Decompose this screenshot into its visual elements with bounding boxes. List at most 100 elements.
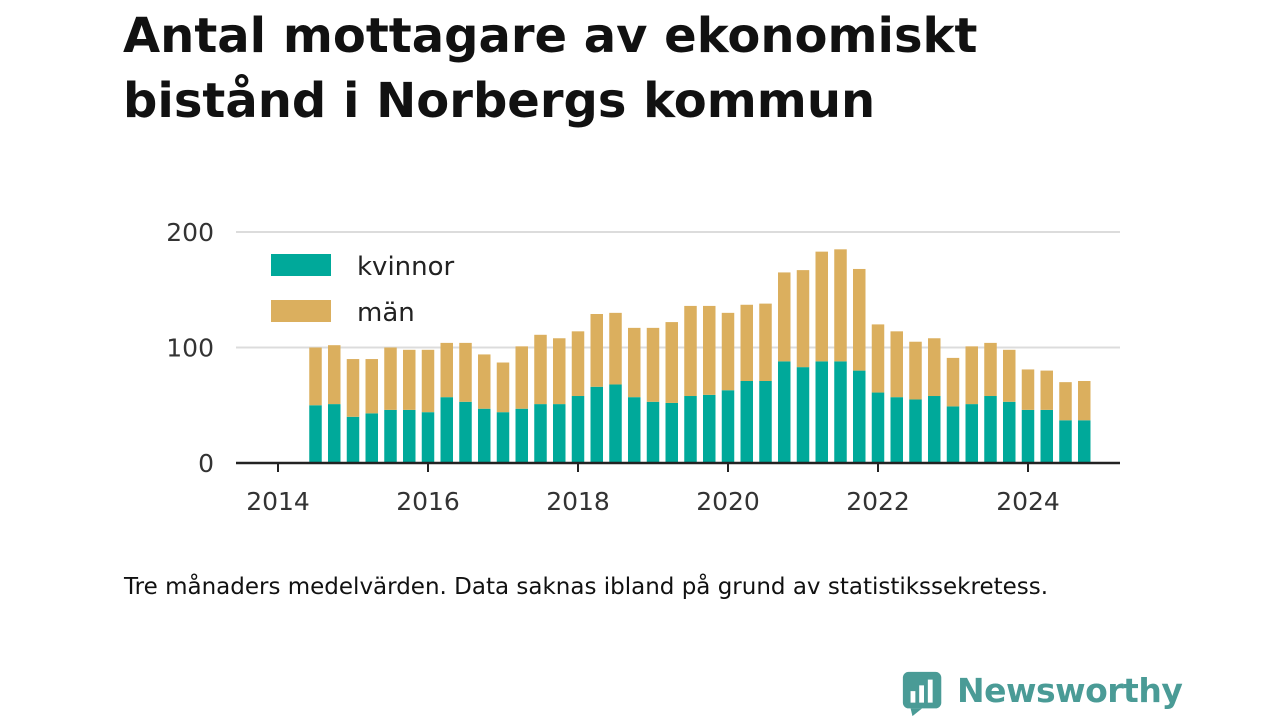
bar-kvinnor — [1059, 420, 1072, 463]
x-axis: 2014 2016 2018 2020 2022 2024 — [236, 461, 1120, 516]
bar-kvinnor — [665, 402, 678, 463]
bar-män — [1040, 370, 1053, 410]
y-axis: 0 100 200 — [166, 218, 214, 478]
bar-kvinnor — [796, 367, 810, 463]
bar-kvinnor — [590, 386, 603, 463]
bar-kvinnor — [496, 412, 510, 463]
legend-label-män: män — [357, 298, 415, 328]
bar-kvinnor — [553, 404, 566, 463]
y-tick-label: 200 — [166, 218, 214, 247]
bar-kvinnor — [834, 361, 847, 463]
bar-män — [834, 249, 847, 362]
bar-kvinnor — [740, 380, 753, 463]
bar-män — [703, 305, 716, 395]
bar-kvinnor — [853, 370, 866, 463]
bar-män — [628, 327, 641, 398]
bars — [309, 249, 1091, 463]
bar-män — [796, 270, 810, 368]
bar-kvinnor — [309, 405, 322, 463]
bar-män — [534, 334, 547, 405]
x-tick-label: 2016 — [396, 487, 460, 516]
bar-kvinnor — [534, 404, 547, 463]
bar-kvinnor — [1003, 401, 1016, 463]
legend-swatch-män — [271, 300, 331, 322]
bar-kvinnor — [365, 413, 378, 463]
bar-män — [553, 338, 566, 405]
bar-män — [571, 331, 585, 397]
bar-män — [421, 349, 435, 413]
bar-kvinnor — [646, 401, 660, 463]
bar-män — [759, 303, 772, 381]
bar-män — [496, 362, 510, 413]
bar-kvinnor — [328, 404, 341, 463]
chart-title: Antal mottagare av ekonomiskt bistånd i … — [123, 8, 978, 129]
bar-kvinnor — [946, 406, 960, 463]
bar-män — [909, 341, 922, 400]
bar-män — [1078, 380, 1091, 421]
bar-kvinnor — [346, 416, 360, 463]
bar-män — [965, 346, 978, 405]
bar-män — [853, 268, 866, 371]
bar-kvinnor — [421, 412, 435, 463]
x-tick-label: 2014 — [246, 487, 310, 516]
bar-kvinnor — [384, 409, 397, 463]
bar-kvinnor — [984, 396, 997, 463]
bar-kvinnor — [815, 361, 828, 463]
bar-män — [609, 312, 622, 385]
bar-män — [403, 349, 416, 410]
bar-män — [515, 346, 528, 409]
y-tick-label: 100 — [166, 334, 214, 363]
bar-män — [890, 331, 903, 398]
bar-män — [665, 322, 678, 403]
bar-män — [815, 251, 828, 362]
bar-män — [590, 314, 603, 387]
x-tick-label: 2022 — [846, 487, 910, 516]
bar-män — [1021, 369, 1035, 410]
bar-kvinnor — [1078, 420, 1091, 463]
bar-män — [309, 347, 322, 406]
bar-kvinnor — [778, 361, 791, 463]
bar-kvinnor — [403, 409, 416, 463]
bar-kvinnor — [515, 408, 528, 463]
chart-note: Tre månaders medelvärden. Data saknas ib… — [124, 574, 1049, 600]
bar-kvinnor — [628, 397, 641, 463]
y-tick-label: 0 — [198, 449, 214, 478]
bar-män — [365, 359, 378, 414]
bar-män — [721, 312, 735, 391]
bar-kvinnor — [609, 384, 622, 463]
bar-män — [440, 342, 453, 398]
bar-män — [928, 338, 941, 397]
bar-män — [646, 327, 660, 402]
bar-män — [1059, 382, 1072, 421]
legend-label-kvinnor: kvinnor — [357, 252, 455, 282]
bar-män — [384, 347, 397, 410]
bar-män — [328, 345, 341, 405]
x-tick-label: 2018 — [546, 487, 610, 516]
bar-män — [740, 304, 753, 381]
bar-kvinnor — [871, 392, 885, 463]
bar-män — [946, 357, 960, 407]
brand-name: Newsworthy — [957, 671, 1183, 710]
bar-chart-speech-bubble-icon — [902, 671, 942, 717]
bar-män — [984, 342, 997, 397]
bar-kvinnor — [459, 401, 472, 463]
bar-män — [684, 305, 697, 397]
bar-kvinnor — [721, 390, 735, 463]
bar-män — [1003, 349, 1016, 402]
bar-kvinnor — [890, 397, 903, 463]
x-tick-label: 2020 — [696, 487, 760, 516]
bar-kvinnor — [1040, 409, 1053, 463]
bar-män — [778, 272, 791, 362]
bar-kvinnor — [759, 380, 772, 463]
bar-kvinnor — [703, 394, 716, 463]
bar-män — [346, 359, 360, 417]
bar-kvinnor — [440, 397, 453, 463]
bar-kvinnor — [684, 396, 697, 463]
bar-kvinnor — [965, 404, 978, 463]
x-tick-label: 2024 — [996, 487, 1060, 516]
legend-swatch-kvinnor — [271, 254, 331, 276]
bar-kvinnor — [571, 396, 585, 463]
bar-kvinnor — [909, 399, 922, 463]
bar-män — [478, 354, 491, 409]
